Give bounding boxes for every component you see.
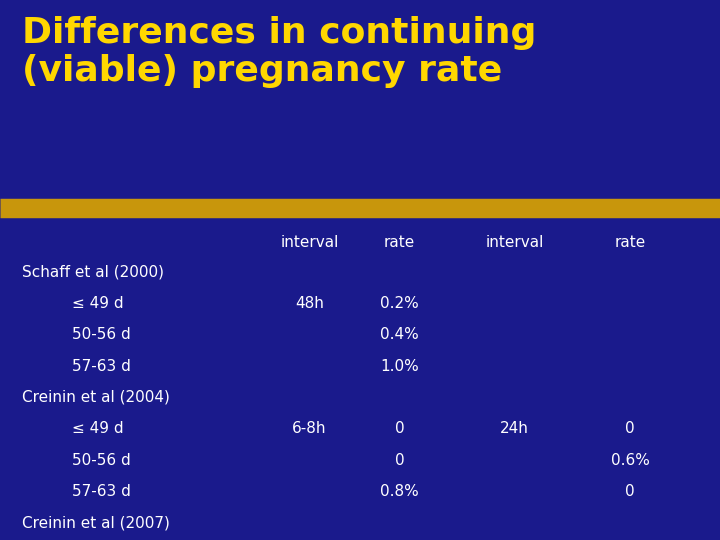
Text: 0: 0: [395, 453, 405, 468]
Text: 0: 0: [395, 421, 405, 436]
Text: Creinin et al (2007): Creinin et al (2007): [22, 515, 169, 530]
Text: Differences in continuing
(viable) pregnancy rate: Differences in continuing (viable) pregn…: [22, 16, 536, 88]
Text: 48h: 48h: [295, 296, 324, 311]
Text: 0.4%: 0.4%: [380, 327, 419, 342]
Text: 0.2%: 0.2%: [380, 296, 419, 311]
Text: 6-8h: 6-8h: [292, 421, 327, 436]
Text: ≤ 49 d: ≤ 49 d: [72, 421, 124, 436]
Text: interval: interval: [485, 235, 544, 250]
Text: Schaff et al (2000): Schaff et al (2000): [22, 265, 163, 280]
Text: rate: rate: [384, 235, 415, 250]
Text: 57-63 d: 57-63 d: [72, 359, 131, 374]
Text: 50-56 d: 50-56 d: [72, 327, 131, 342]
Text: 50-56 d: 50-56 d: [72, 453, 131, 468]
Text: 0: 0: [625, 484, 635, 499]
Text: 0: 0: [625, 421, 635, 436]
Text: Creinin et al (2004): Creinin et al (2004): [22, 390, 169, 405]
Text: 24h: 24h: [500, 421, 529, 436]
Text: ≤ 49 d: ≤ 49 d: [72, 296, 124, 311]
Text: 57-63 d: 57-63 d: [72, 484, 131, 499]
Text: interval: interval: [280, 235, 339, 250]
Text: 0.6%: 0.6%: [611, 453, 649, 468]
Text: 1.0%: 1.0%: [380, 359, 419, 374]
Text: 0.8%: 0.8%: [380, 484, 419, 499]
Text: rate: rate: [614, 235, 646, 250]
